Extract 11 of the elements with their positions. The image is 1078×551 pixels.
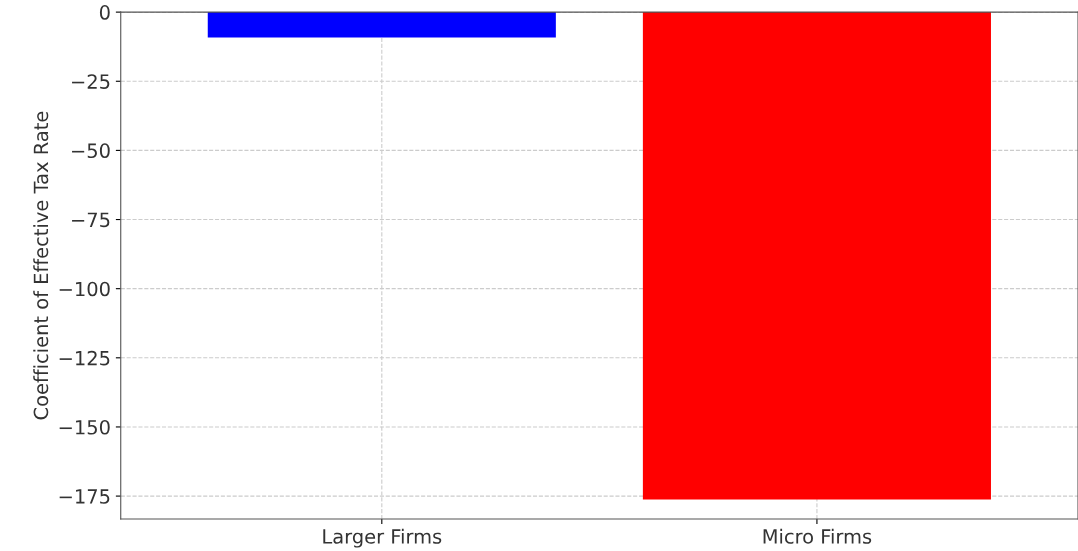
y-tick-label: −175 <box>59 489 110 504</box>
y-tick-label: 0 <box>99 5 110 20</box>
y-axis-title: Coefficient of Effective Tax Rate <box>33 111 49 420</box>
y-tick-label: −75 <box>72 212 110 228</box>
y-tick-label: −25 <box>72 74 110 89</box>
x-tick-label: Micro Firms <box>763 528 872 544</box>
x-tick-label: Larger Firms <box>323 528 442 548</box>
y-tick-label: −125 <box>59 350 110 366</box>
y-tick-label: −150 <box>59 419 110 435</box>
y-tick-label: −100 <box>59 281 110 297</box>
y-tick-label: −50 <box>72 143 110 159</box>
